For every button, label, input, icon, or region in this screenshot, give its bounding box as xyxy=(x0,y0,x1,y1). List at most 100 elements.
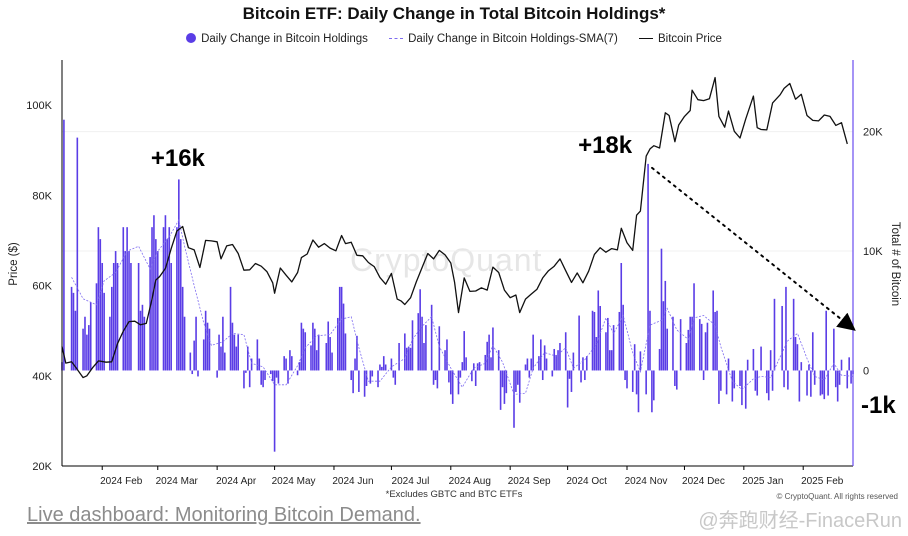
bar-67 xyxy=(248,370,251,388)
bar-282 xyxy=(850,370,852,384)
bar-99 xyxy=(338,286,341,371)
bar-200 xyxy=(618,311,621,371)
bar-257 xyxy=(783,370,785,388)
bar-231 xyxy=(702,370,705,381)
bar-203 xyxy=(624,370,626,381)
bar-74 xyxy=(269,370,272,375)
bar-164 xyxy=(518,370,521,403)
bar-34 xyxy=(156,251,159,371)
x-axis-ticks: 2024 Feb 2024 Mar 2024 Apr 2024 May 2024 Jun… xyxy=(100,466,844,487)
bar-234 xyxy=(712,290,714,371)
annotation-1: +18k xyxy=(578,131,633,159)
bar-223 xyxy=(679,319,682,371)
bar-228 xyxy=(693,283,695,371)
bar-278 xyxy=(838,370,841,385)
bar-170 xyxy=(538,356,540,371)
bar-151 xyxy=(484,354,487,371)
bar-137 xyxy=(446,339,448,371)
bar-146 xyxy=(471,370,473,382)
bar-101 xyxy=(342,303,345,371)
bar-102 xyxy=(344,333,347,371)
bar-253 xyxy=(769,350,772,371)
bar-17 xyxy=(110,286,113,371)
y-axis-left-label: Price ($) xyxy=(8,242,20,286)
bar-46 xyxy=(191,370,194,375)
bar-218 xyxy=(664,280,667,371)
bar-36 xyxy=(164,215,167,371)
bar-220 xyxy=(672,316,674,371)
legend-item-sma[interactable]: Daily Change in Bitcoin Holdings-SMA(7) xyxy=(389,33,618,45)
bar-206 xyxy=(633,344,636,371)
bar-64 xyxy=(243,370,245,389)
y-right-tick-label-2: 20K xyxy=(863,127,883,139)
bar-196 xyxy=(607,317,609,371)
bar-263 xyxy=(798,370,801,402)
bar-70 xyxy=(258,358,261,371)
bar-175 xyxy=(551,370,554,377)
bar-198 xyxy=(610,350,613,371)
bar-110 xyxy=(369,370,372,384)
bar-152 xyxy=(486,341,488,371)
bar-186 xyxy=(580,370,582,383)
trend-arrow xyxy=(651,166,856,331)
bar-73 xyxy=(264,370,266,381)
bar-166 xyxy=(526,358,529,371)
bar-104 xyxy=(352,370,354,394)
y-left-tick-label-2: 60K xyxy=(32,281,52,293)
bar-172 xyxy=(541,370,544,381)
bar-53 xyxy=(208,328,211,371)
bar-148 xyxy=(474,370,477,386)
bar-57 xyxy=(222,316,224,371)
bar-25 xyxy=(130,263,132,371)
legend-swatch-bars xyxy=(186,33,197,43)
bar-261 xyxy=(794,337,797,371)
bar-45 xyxy=(189,352,192,371)
bar-249 xyxy=(756,370,759,396)
bar-130 xyxy=(425,325,427,371)
bar-120 xyxy=(398,343,400,371)
bar-185 xyxy=(578,315,580,371)
bar-266 xyxy=(808,364,810,371)
x-tick-label-7: 2024 Sep xyxy=(508,476,551,487)
bar-134 xyxy=(436,370,439,389)
bar-160 xyxy=(505,370,508,394)
trend-arrow-line xyxy=(651,166,856,331)
bar-188 xyxy=(584,370,586,381)
bar-195 xyxy=(605,332,607,371)
dashboard-link[interactable]: Live dashboard: Monitoring Bitcoin Deman… xyxy=(27,504,421,526)
legend-item-bars[interactable]: Daily Change in Bitcoin Holdings xyxy=(186,33,368,45)
legend-item-price[interactable]: Bitcoin Price xyxy=(638,33,722,45)
bar-126 xyxy=(417,313,420,371)
bar-213 xyxy=(651,370,653,413)
bar-3 xyxy=(72,292,75,371)
bar-88 xyxy=(304,332,307,371)
bar-171 xyxy=(540,339,542,371)
bar-199 xyxy=(612,325,615,371)
bar-12 xyxy=(97,227,100,371)
annotation-0: +16k xyxy=(150,145,205,173)
bar-96 xyxy=(329,337,331,371)
bar-241 xyxy=(731,370,734,402)
bar-89 xyxy=(310,345,312,371)
bar-280 xyxy=(846,370,849,389)
bar-147 xyxy=(472,363,475,371)
bar-210 xyxy=(645,370,647,395)
bar-39 xyxy=(170,263,172,371)
bar-71 xyxy=(260,370,262,385)
bar-35 xyxy=(162,227,165,371)
x-tick-label-9: 2024 Nov xyxy=(625,476,668,487)
bar-207 xyxy=(635,370,638,395)
price-line xyxy=(61,76,848,379)
bar-260 xyxy=(792,298,795,371)
bar-22 xyxy=(124,251,127,371)
bar-205 xyxy=(631,370,634,392)
bar-27 xyxy=(139,310,142,371)
bar-11 xyxy=(95,283,98,371)
legend: Daily Change in Bitcoin Holdings Daily C… xyxy=(0,33,908,45)
bar-38 xyxy=(168,227,171,371)
bar-122 xyxy=(405,347,408,371)
bar-159 xyxy=(503,370,506,404)
bar-8 xyxy=(86,334,88,371)
bar-217 xyxy=(662,301,665,371)
bar-181 xyxy=(566,370,569,408)
